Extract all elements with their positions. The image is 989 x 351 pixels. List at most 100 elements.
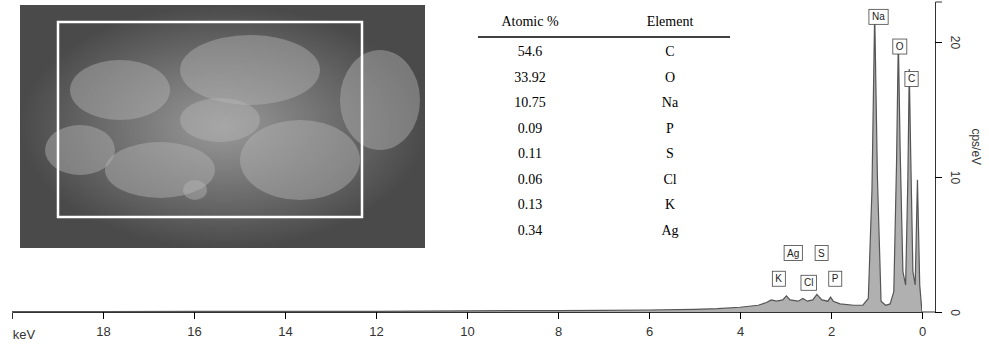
y-tick-label: 10 (948, 171, 962, 185)
x-tick: 16 (187, 312, 201, 339)
peak-label: P (829, 271, 842, 286)
sem-texture (240, 120, 360, 200)
peak-label-box (784, 246, 802, 261)
y-tick-label: 20 (948, 36, 962, 50)
sem-texture (180, 35, 320, 105)
peak-label: Na (869, 9, 888, 24)
peak-label-box (829, 271, 842, 286)
peak-label: Ag (784, 246, 802, 261)
peak-label: S (815, 246, 828, 261)
x-tick: 4 (737, 312, 744, 339)
y-tick-label: 0 (948, 309, 962, 316)
x-tick-label: 16 (187, 324, 201, 339)
x-tick-label: 0 (919, 324, 926, 339)
sem-texture (183, 180, 207, 200)
sem-texture (70, 60, 170, 120)
x-tick-mark (831, 312, 832, 319)
table-cell: Na (662, 95, 679, 110)
peak-label-box (893, 39, 907, 54)
table-cell: O (665, 70, 675, 85)
x-axis-line-extension (922, 312, 935, 313)
y-axis-title: cps/eV (969, 128, 983, 165)
y-tick: 20 (935, 36, 962, 50)
x-tick: 12 (369, 312, 383, 339)
peak-label-text: P (832, 273, 839, 284)
peak-labels: Na O C Ag S P Cl K (772, 9, 918, 290)
header-rule (478, 36, 730, 38)
x-tick: 0 (919, 312, 926, 339)
peak-label: O (893, 39, 907, 54)
spectrum-fill (12, 12, 922, 312)
table-cell: Cl (663, 172, 676, 187)
table-cell: 0.34 (518, 223, 543, 238)
x-tick-label: 2 (828, 324, 835, 339)
peak-label-text: Na (872, 11, 885, 22)
x-tick: 6 (646, 312, 653, 339)
x-tick-label: 10 (460, 324, 474, 339)
spectrum-line (12, 12, 922, 312)
x-tick-mark (376, 312, 377, 319)
sem-image (20, 5, 425, 248)
table-cell: 33.92 (514, 70, 546, 85)
y-tick-mark (935, 42, 942, 43)
x-tick-label: 6 (646, 324, 653, 339)
plot-area (12, 12, 922, 312)
table-cell: 10.75 (514, 95, 546, 110)
peak-label-text: Cl (804, 277, 813, 288)
peak-label: Cl (801, 275, 816, 290)
figure: Atomic %Element54.6C33.92O10.75Na0.09P0.… (0, 0, 989, 351)
table-cell: S (666, 146, 674, 161)
x-tick-mark (103, 312, 104, 319)
peak-label-box (815, 246, 828, 261)
x-tick-mark (467, 312, 468, 319)
selection-frame (58, 22, 362, 217)
sem-texture (45, 125, 115, 175)
y-axis: 0 10 20 (935, 2, 962, 316)
column-header: Element (647, 14, 694, 29)
peak-label-box (905, 71, 918, 86)
x-tick-label: 18 (96, 324, 110, 339)
y-axis-line (936, 2, 943, 313)
x-tick-label: 4 (737, 324, 744, 339)
peak-label: K (772, 271, 785, 286)
table-cell: C (665, 44, 674, 59)
peak-label-text: S (818, 248, 825, 259)
peak-label: C (905, 71, 918, 86)
y-tick-mark (935, 177, 942, 178)
x-axis-line (13, 313, 923, 320)
table-cell: 0.13 (518, 197, 543, 212)
x-tick: 18 (96, 312, 110, 339)
table-cell: P (666, 121, 674, 136)
y-tick: 0 (935, 309, 962, 316)
column-header: Atomic % (501, 14, 558, 29)
x-tick-mark (922, 312, 923, 319)
y-tick-mark (935, 312, 942, 313)
x-tick: 14 (278, 312, 292, 339)
composition-table: Atomic %Element54.6C33.92O10.75Na0.09P0.… (478, 14, 730, 238)
x-tick: 2 (828, 312, 835, 339)
x-tick: 10 (460, 312, 474, 339)
x-axis: 0 2 4 6 8 10 12 14 16 18 (13, 312, 927, 339)
peak-label-box (801, 275, 816, 290)
x-tick-mark (194, 312, 195, 319)
y-tick: 10 (935, 171, 962, 185)
table-cell: K (665, 197, 675, 212)
peak-label-box (772, 271, 785, 286)
x-tick-mark (649, 312, 650, 319)
table-cell: 0.09 (518, 121, 543, 136)
sem-background (20, 5, 425, 248)
peak-label-text: Ag (787, 248, 799, 259)
x-axis-title: keV (13, 327, 36, 342)
table-cell: Ag (661, 223, 678, 238)
table-cell: 0.11 (518, 146, 542, 161)
peak-label-box (869, 9, 888, 24)
peak-label-text: C (908, 73, 915, 84)
x-tick-label: 8 (555, 324, 562, 339)
peak-label-text: K (775, 273, 782, 284)
x-tick-mark (740, 312, 741, 319)
x-tick: 8 (555, 312, 562, 339)
peak-label-text: O (896, 41, 904, 52)
table-cell: 0.06 (518, 172, 543, 187)
x-tick-mark (558, 312, 559, 319)
x-tick-mark (285, 312, 286, 319)
